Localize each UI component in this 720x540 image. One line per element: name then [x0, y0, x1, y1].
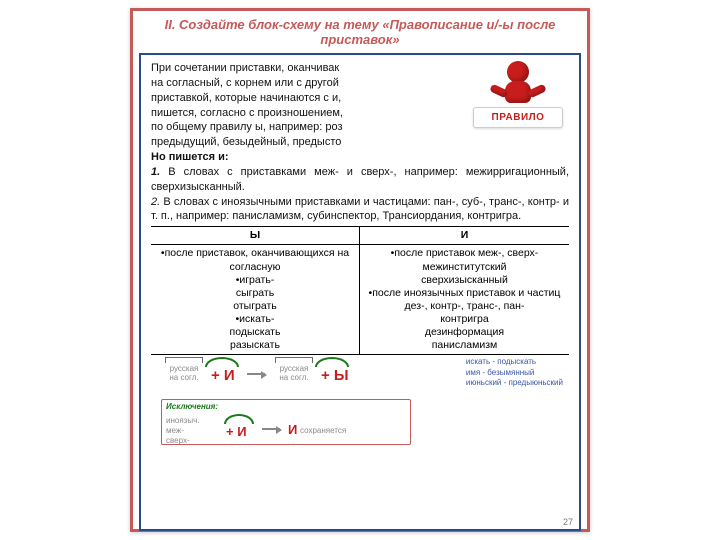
rule-p2: В словах с приставками меж- и сверх-, на… — [151, 166, 569, 193]
exc-plus-i: + И — [226, 424, 247, 439]
arrow-icon — [262, 428, 280, 430]
diagram-area: русская на согл. + И русская на согл. + … — [151, 355, 569, 451]
rule-p3-num: 2. — [151, 196, 160, 208]
diagram-prefix-2: русская на согл. — [271, 357, 317, 382]
rule-placard: ПРАВИЛО — [473, 107, 563, 128]
person-icon — [488, 61, 548, 109]
rule-p3: В словах с иноязычными приставками и час… — [151, 196, 569, 223]
rule-no: Но пишется и: — [151, 151, 229, 163]
exc-keep-i: И — [288, 422, 297, 437]
exceptions-box: Исключения: иноязыч. меж- сверх- + И И с… — [161, 399, 411, 445]
exceptions-list: иноязыч. меж- сверх- — [166, 416, 199, 445]
rule-badge: ПРАВИЛО — [473, 61, 563, 147]
diagram-prefix-1: русская на согл. — [161, 357, 207, 382]
table-cell-left: •после приставок, оканчивающихся на согл… — [151, 245, 360, 355]
plus-y-label: + Ы — [321, 367, 349, 384]
exceptions-title: Исключения: — [166, 402, 218, 411]
table-header-right: И — [360, 227, 569, 245]
table-cell-right: •после приставок меж-, сверх- межинститу… — [360, 245, 569, 355]
plus-i-label: + И — [211, 367, 235, 384]
comparison-table: Ы И •после приставок, оканчивающихся на … — [151, 226, 569, 355]
exc-keep-text: сохраняется — [300, 426, 346, 435]
page-title: II. Создайте блок-схему на тему «Правопи… — [133, 11, 587, 51]
rule-p2-num: 1. — [151, 166, 160, 178]
arc-icon — [315, 357, 349, 367]
page-number: 27 — [563, 517, 573, 527]
arc-icon — [205, 357, 239, 367]
arrow-icon — [247, 373, 265, 375]
diagram-row: русская на согл. + И русская на согл. + … — [161, 357, 431, 391]
page-frame: II. Создайте блок-схему на тему «Правопи… — [130, 8, 590, 532]
example-list: искать - подыскать имя - безымянный июнь… — [466, 357, 563, 388]
arc-icon — [224, 414, 254, 424]
table-header-left: Ы — [151, 227, 360, 245]
rule-p1: При сочетании приставки, оканчивак на со… — [151, 61, 391, 150]
content-frame: ПРАВИЛО При сочетании приставки, оканчив… — [139, 53, 581, 531]
